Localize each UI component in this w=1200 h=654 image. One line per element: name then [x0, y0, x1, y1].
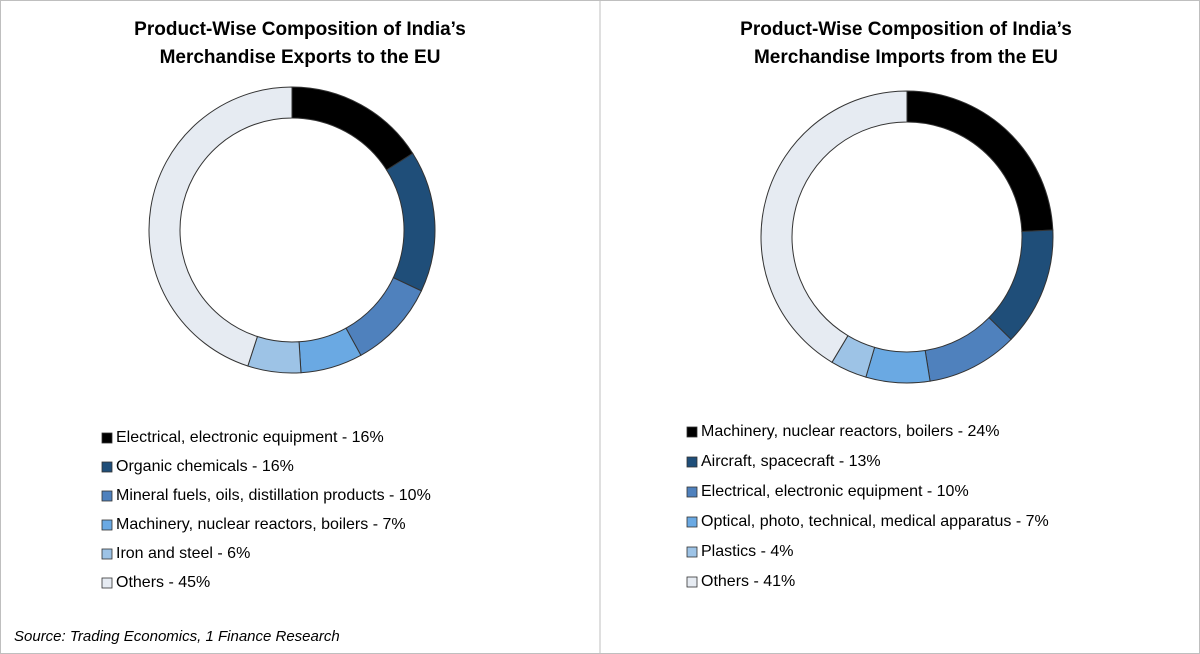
source-note: Source: Trading Economics, 1 Finance Res…	[14, 628, 340, 645]
legend-swatch	[686, 576, 698, 588]
legend-label: Mineral fuels, oils, distillation produc…	[116, 487, 431, 504]
legend-label: Electrical, electronic equipment - 16%	[116, 429, 384, 446]
legend-swatch	[686, 426, 698, 438]
title-line: Product-Wise Composition of India’s	[740, 19, 1072, 40]
legend-swatch	[101, 490, 113, 502]
legend-swatch	[101, 461, 113, 473]
title-line: Merchandise Imports from the EU	[754, 47, 1058, 68]
legend-swatch	[101, 548, 113, 560]
legend-label: Electrical, electronic equipment - 10%	[701, 483, 969, 500]
title-line: Merchandise Exports to the EU	[160, 47, 441, 68]
legend-label: Machinery, nuclear reactors, boilers - 2…	[701, 423, 1000, 440]
legend-label: Aircraft, spacecraft - 13%	[701, 453, 881, 470]
legend-label: Machinery, nuclear reactors, boilers - 7…	[116, 516, 406, 533]
legend-swatch	[101, 519, 113, 531]
legend-swatch	[686, 456, 698, 468]
chart-title: Product-Wise Composition of India’s Merch…	[740, 19, 1072, 68]
chart-title: Product-Wise Composition of India’s Merch…	[134, 19, 466, 68]
legend-label: Others - 41%	[701, 573, 795, 590]
legend-swatch	[101, 432, 113, 444]
legend-swatch	[686, 546, 698, 558]
legend-label: Iron and steel - 6%	[116, 545, 250, 562]
legend-label: Plastics - 4%	[701, 543, 793, 560]
legend-label: Optical, photo, technical, medical appar…	[701, 513, 1049, 530]
legend-label: Organic chemicals - 16%	[116, 458, 294, 475]
donut-segment	[148, 86, 293, 367]
donut-segment	[865, 346, 931, 384]
legend-swatch	[686, 516, 698, 528]
legend-label: Others - 45%	[116, 574, 210, 591]
legend-swatch	[686, 486, 698, 498]
title-line: Product-Wise Composition of India’s	[134, 19, 466, 40]
donut-segment	[760, 90, 908, 363]
legend-swatch	[101, 577, 113, 589]
